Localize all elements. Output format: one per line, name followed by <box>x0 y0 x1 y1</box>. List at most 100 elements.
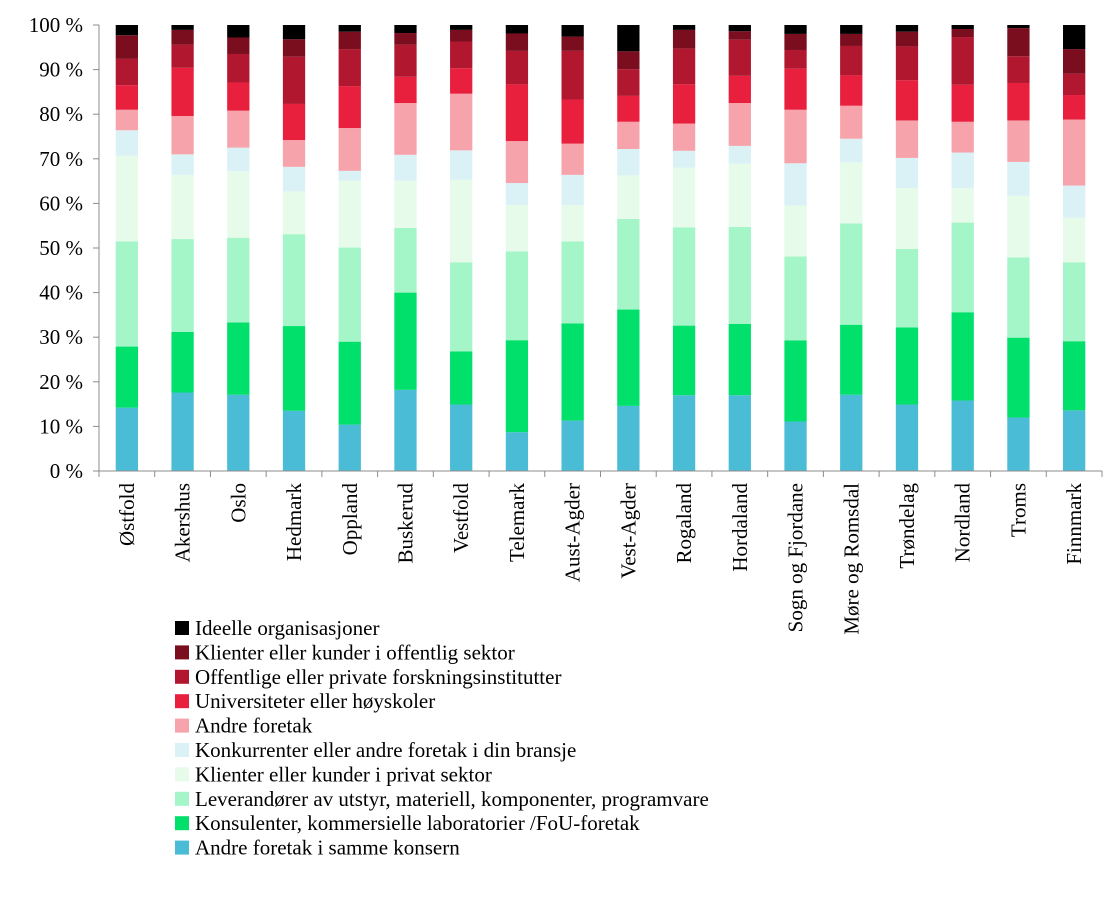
bar-segment <box>840 223 863 325</box>
bar-segment <box>171 25 194 30</box>
x-tick-label: Sogn og Fjordane <box>784 483 808 632</box>
bar-segment <box>840 33 863 46</box>
bar-segment <box>561 25 584 37</box>
bar-segment <box>394 103 417 155</box>
bar-segment <box>1007 161 1030 196</box>
bar-segment <box>561 36 584 51</box>
bar-segment <box>1062 410 1086 471</box>
bar-segment <box>505 204 529 252</box>
legend-label: Universiteter eller høyskoler <box>195 689 435 713</box>
bar-segment <box>895 327 919 405</box>
bar-segment <box>895 80 919 121</box>
bar-segment <box>171 392 194 471</box>
bar-segment <box>951 152 974 189</box>
bar-segment <box>338 424 361 471</box>
bar-segment <box>895 188 919 249</box>
bar-segment <box>784 68 807 110</box>
bar-segment <box>1007 28 1030 57</box>
bar-segment <box>394 292 417 390</box>
bar-segment <box>171 174 194 240</box>
bar-segment <box>840 162 863 224</box>
bar-segment <box>338 128 361 171</box>
bar-segment <box>784 256 807 341</box>
bar-segment <box>840 75 863 106</box>
x-axis: Østfold Akershus Oslo Hedmark Oppland Buskeru… <box>98 470 1103 635</box>
x-tick-label: Trøndelag <box>895 483 919 569</box>
y-tick-label: 80 % <box>39 102 83 126</box>
bar-segment <box>951 25 974 30</box>
y-axis: 0 % 10 % 20 % 30 % 40 % 50 % 60 % 70 % 80 % 90 % 1… <box>29 13 100 483</box>
bar-segment <box>672 48 696 85</box>
bar-segment <box>505 50 529 85</box>
bar-segment <box>450 93 473 151</box>
bar-segment <box>617 95 640 122</box>
bar-segment <box>505 340 529 433</box>
bar-segment <box>1062 49 1086 74</box>
bar-segment <box>450 41 473 69</box>
bar-segment <box>338 31 361 50</box>
x-tick-label: Østfold <box>115 483 139 547</box>
bar-segment <box>672 150 696 168</box>
bar-segment <box>840 324 863 395</box>
x-tick-label: Akershus <box>171 483 195 562</box>
bar-segment <box>617 69 640 96</box>
y-tick-label: 60 % <box>39 191 83 215</box>
bar-segment <box>450 29 473 42</box>
bar-segment <box>840 25 863 34</box>
legend-swatch <box>175 694 189 709</box>
x-tick-label: Rogaland <box>672 483 696 564</box>
bar-segment <box>951 400 974 471</box>
bar-segment <box>728 227 751 324</box>
bar-segment <box>784 163 807 206</box>
bar-segment <box>895 25 919 32</box>
legend-label: Ideelle organisasjoner <box>195 616 379 640</box>
bar-segment <box>282 191 306 235</box>
bar-segment <box>338 247 361 342</box>
bar-segment <box>171 239 194 332</box>
bar-segment <box>561 205 584 242</box>
bar-segment <box>617 219 640 310</box>
y-tick-label: 90 % <box>39 58 83 82</box>
bar-segment <box>450 25 473 30</box>
bar-segment <box>115 25 139 36</box>
bar-segment <box>282 39 306 57</box>
bar-segment <box>617 25 640 52</box>
bar-segment <box>227 237 250 323</box>
bar-segment <box>617 175 640 220</box>
y-tick-label: 100 % <box>29 13 83 37</box>
bar-segment <box>227 110 250 148</box>
bar-segment <box>728 39 751 76</box>
bar-segment <box>505 251 529 341</box>
bar-segment <box>561 174 584 206</box>
legend-label: Offentlige eller private forskningsinsti… <box>195 665 561 689</box>
bar-segment <box>951 29 974 38</box>
bar-segment <box>282 410 306 471</box>
y-tick-label: 20 % <box>39 370 83 394</box>
bar-segment <box>115 58 139 86</box>
bar-segment <box>394 227 417 293</box>
bar-segment <box>1062 341 1086 411</box>
bar-segment <box>450 262 473 352</box>
legend-label: Klienter eller kunder i privat sektor <box>195 762 492 786</box>
x-tick-label: Nordland <box>951 483 975 563</box>
x-tick-label: Vest-Agder <box>616 483 640 579</box>
bar-segment <box>171 331 194 393</box>
bar-segment <box>784 33 807 50</box>
bar-segment <box>450 351 473 405</box>
bar-segment <box>1062 95 1086 120</box>
bar-segment <box>282 25 306 40</box>
bar-segment <box>505 141 529 184</box>
bar-segment <box>951 84 974 122</box>
bar-segment <box>450 150 473 180</box>
bar-segment <box>338 25 361 32</box>
bar-segment <box>784 109 807 164</box>
bar-segment <box>1062 217 1086 263</box>
legend-swatch <box>175 767 189 782</box>
bar-segment <box>951 188 974 223</box>
bar-segment <box>394 25 417 34</box>
x-tick-label: Hordaland <box>728 483 752 572</box>
bar-segment <box>895 31 919 47</box>
bar-segment <box>171 67 194 116</box>
